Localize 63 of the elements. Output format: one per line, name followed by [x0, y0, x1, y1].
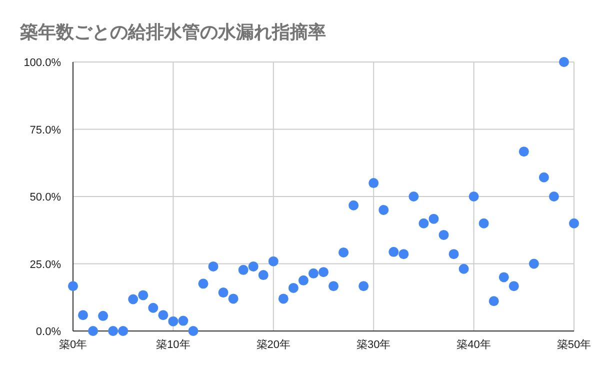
point [488, 296, 499, 306]
point [298, 275, 308, 286]
point [158, 310, 168, 320]
point [408, 192, 419, 202]
point [78, 310, 88, 320]
point [398, 249, 409, 260]
x-tick-label: 築20年 [256, 339, 291, 351]
point [498, 272, 509, 282]
point [198, 278, 208, 289]
point [328, 281, 339, 292]
y-tick-label: 0.0% [36, 326, 62, 338]
point [308, 268, 318, 278]
point [378, 204, 389, 215]
point [418, 218, 429, 228]
point [548, 192, 559, 202]
point [518, 146, 529, 157]
point [248, 261, 258, 272]
point [388, 246, 399, 257]
point [348, 200, 359, 210]
point [338, 247, 349, 258]
point [118, 326, 128, 336]
x-tick-label: 築10年 [156, 339, 190, 351]
point [188, 326, 198, 336]
y-tick-label: 75.0% [30, 124, 62, 136]
y-tick-label: 25.0% [30, 258, 62, 271]
title: 築年数ごとの給排水管の水漏れ指摘率 [20, 22, 326, 42]
x-tick-label: 築0年 [58, 339, 88, 351]
x-tick-label: 築30年 [356, 339, 391, 351]
point [508, 281, 519, 292]
point [468, 192, 479, 202]
x-tick-label: 築50年 [556, 339, 592, 351]
point [538, 172, 549, 182]
point [148, 302, 158, 313]
point [569, 218, 579, 228]
point [428, 214, 439, 224]
point [108, 326, 118, 336]
point [128, 294, 138, 304]
point [98, 310, 108, 321]
x-tick-label: 築40年 [456, 339, 491, 351]
point [478, 218, 489, 228]
y-tick-label: 50.0% [30, 192, 62, 204]
point [218, 288, 228, 298]
point [238, 264, 248, 275]
point [448, 249, 459, 260]
point [268, 256, 278, 266]
point [438, 230, 449, 240]
point [228, 294, 238, 304]
point [368, 178, 379, 188]
point [88, 326, 98, 336]
point [258, 270, 268, 280]
point [178, 316, 188, 326]
point [278, 294, 288, 304]
point [68, 281, 78, 292]
point [208, 261, 218, 272]
point [138, 290, 148, 300]
point [318, 267, 328, 278]
point [358, 281, 369, 292]
point [288, 282, 298, 293]
point [458, 264, 469, 274]
point [168, 316, 178, 326]
y-tick-label: 100.0% [24, 57, 62, 69]
point [528, 258, 539, 269]
point [558, 57, 569, 67]
